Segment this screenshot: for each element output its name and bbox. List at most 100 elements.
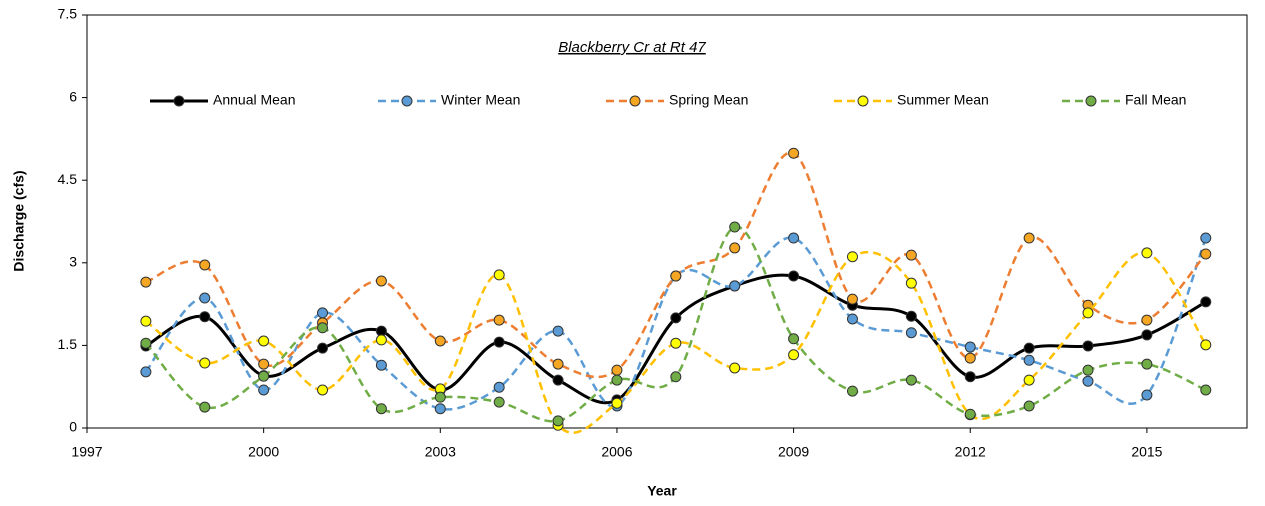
data-point [964, 371, 976, 383]
data-point [140, 315, 152, 327]
y-tick-label: 7.5 [58, 6, 78, 22]
data-point [905, 277, 917, 289]
legend-marker [1085, 95, 1097, 107]
data-point [905, 249, 917, 261]
x-axis-label: Year [647, 483, 677, 499]
chart-title: Blackberry Cr at Rt 47 [558, 39, 706, 56]
data-point [375, 359, 387, 371]
data-point [258, 370, 270, 382]
data-point [670, 312, 682, 324]
data-point [552, 415, 564, 427]
x-tick-label: 1997 [71, 444, 102, 460]
legend-label: Annual Mean [213, 92, 296, 108]
series-line [145, 250, 1207, 434]
x-tick-label: 2012 [955, 444, 986, 460]
y-tick-label: 6 [69, 88, 77, 104]
data-point [258, 358, 270, 370]
plot-frame [86, 14, 1248, 429]
data-point [493, 381, 505, 393]
data-point [552, 374, 564, 386]
y-tick-label: 3 [69, 254, 77, 270]
y-axis-label: Discharge (cfs) [11, 170, 27, 271]
legend-label: Spring Mean [669, 92, 748, 108]
data-point [317, 384, 329, 396]
data-point [258, 335, 270, 347]
data-point [964, 341, 976, 353]
data-point [1141, 329, 1153, 341]
data-point [788, 349, 800, 361]
x-tick-label: 2015 [1131, 444, 1162, 460]
data-point [1023, 342, 1035, 354]
data-point [1141, 314, 1153, 326]
data-point [905, 374, 917, 386]
data-point [1082, 307, 1094, 319]
data-point [1141, 247, 1153, 259]
data-point [493, 396, 505, 408]
data-point [1200, 339, 1212, 351]
data-point [1082, 364, 1094, 376]
data-point [846, 251, 858, 263]
data-point [611, 397, 623, 409]
data-point [434, 403, 446, 415]
data-point [434, 335, 446, 347]
data-point [140, 366, 152, 378]
data-point [375, 275, 387, 287]
data-point [1023, 354, 1035, 366]
data-point [729, 280, 741, 292]
series-line [144, 225, 1207, 423]
data-point [493, 269, 505, 281]
data-point [317, 322, 329, 334]
data-point [1141, 389, 1153, 401]
data-point [140, 337, 152, 349]
data-point [493, 336, 505, 348]
data-point [1082, 340, 1094, 352]
legend-label: Winter Mean [441, 92, 520, 108]
legend-label: Fall Mean [1125, 92, 1186, 108]
data-point [729, 221, 741, 233]
y-tick-label: 0 [69, 419, 77, 435]
data-point [1023, 232, 1035, 244]
data-point [670, 270, 682, 282]
data-point [788, 232, 800, 244]
data-point [1082, 375, 1094, 387]
legend-marker [401, 95, 413, 107]
data-point [729, 362, 741, 374]
data-point [964, 408, 976, 420]
data-point [611, 364, 623, 376]
data-point [140, 276, 152, 288]
legend-label: Summer Mean [897, 92, 989, 108]
data-point [788, 147, 800, 159]
data-point [375, 403, 387, 415]
data-point [905, 310, 917, 322]
data-point [1200, 248, 1212, 260]
data-point [670, 337, 682, 349]
data-point [199, 401, 211, 413]
data-point [788, 333, 800, 345]
y-tick-label: 1.5 [58, 336, 78, 352]
legend-marker [173, 95, 185, 107]
data-point [375, 334, 387, 346]
x-tick-label: 2009 [778, 444, 809, 460]
y-tick-label: 4.5 [58, 171, 78, 187]
data-point [199, 311, 211, 323]
x-tick-label: 2003 [425, 444, 456, 460]
data-point [846, 313, 858, 325]
x-tick-label: 2006 [601, 444, 632, 460]
data-point [552, 358, 564, 370]
series-line [144, 236, 1207, 411]
data-point [1023, 400, 1035, 412]
x-tick-label: 2000 [248, 444, 279, 460]
data-point [611, 374, 623, 386]
data-point [846, 385, 858, 397]
legend-marker [857, 95, 869, 107]
data-point [1023, 374, 1035, 386]
data-point [1141, 358, 1153, 370]
data-point [729, 242, 741, 254]
legend-marker [629, 95, 641, 107]
data-point [199, 292, 211, 304]
data-point [1200, 296, 1212, 308]
data-point [1200, 232, 1212, 244]
data-point [964, 352, 976, 364]
data-point [317, 307, 329, 319]
